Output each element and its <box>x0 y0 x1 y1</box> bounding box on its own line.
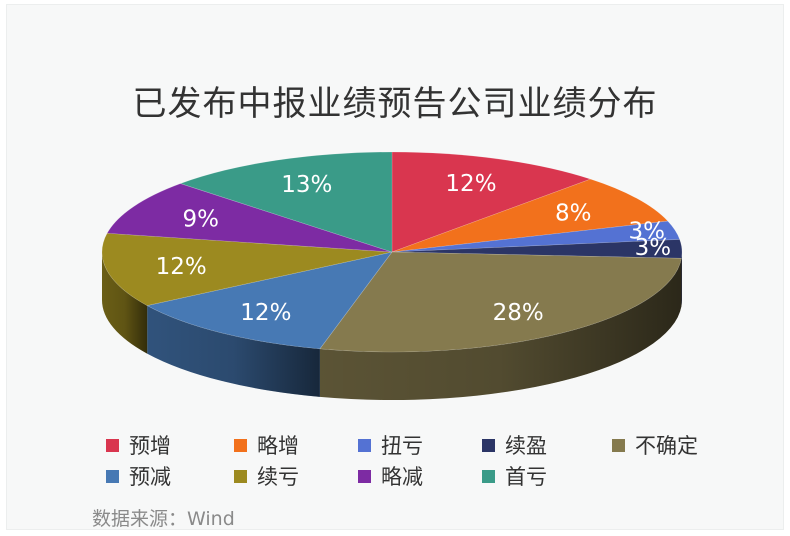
data-label-扭亏: 3% <box>628 218 665 244</box>
legend-swatch <box>358 469 371 483</box>
legend-label: 略增 <box>257 434 299 458</box>
data-label-略增: 8% <box>555 200 592 226</box>
legend-item-预增: 预增 <box>106 430 171 460</box>
pie-side-shading <box>319 258 682 400</box>
legend-swatch <box>482 438 495 452</box>
data-label-首亏: 13% <box>281 172 332 198</box>
data-label-不确定: 28% <box>493 300 544 326</box>
pie-slice-首亏 <box>179 151 393 253</box>
legend-label: 预增 <box>129 434 171 458</box>
data-label-预增: 12% <box>445 171 496 197</box>
legend-swatch <box>612 438 625 452</box>
legend-item-首亏: 首亏 <box>482 461 547 491</box>
legend-swatch <box>234 438 247 452</box>
legend-label: 续盈 <box>505 434 547 458</box>
pie-side-shading <box>681 252 682 307</box>
legend-item-预减: 预减 <box>106 461 171 491</box>
pie-side-shading <box>147 305 320 397</box>
pie-slices <box>101 151 683 353</box>
source-note: 数据来源：Wind <box>92 508 235 530</box>
legend-label: 不确定 <box>635 434 698 458</box>
chart-title: 已发布中报业绩预告公司业绩分布 <box>132 84 658 124</box>
data-label-续亏: 12% <box>156 254 207 280</box>
legend-item-略减: 略减 <box>358 461 423 491</box>
legend-swatch <box>106 438 119 452</box>
legend-item-续亏: 续亏 <box>234 461 299 491</box>
pie-slice-不确定 <box>319 251 682 353</box>
pie-side-shading <box>102 252 148 354</box>
legend-label: 首亏 <box>505 465 547 489</box>
legend-item-续盈: 续盈 <box>482 430 547 460</box>
legend-swatch <box>482 469 495 483</box>
legend-item-略增: 略增 <box>234 430 299 460</box>
pie-slice-预增 <box>391 151 592 253</box>
pie-slice-续亏 <box>101 232 393 306</box>
legend-label: 续亏 <box>257 465 299 489</box>
data-label-续盈: 3% <box>635 235 672 261</box>
legend-swatch <box>106 469 119 483</box>
legend-label: 预减 <box>129 465 171 489</box>
legend-label: 略减 <box>381 465 423 489</box>
pie-slice-扭亏 <box>391 220 681 253</box>
pie-sides <box>102 252 682 400</box>
data-label-预减: 12% <box>240 300 291 326</box>
pie-slice-略增 <box>391 178 669 253</box>
legend-label: 扭亏 <box>381 434 423 458</box>
pie-slice-预减 <box>146 251 393 350</box>
legend-swatch <box>234 469 247 483</box>
legend-item-不确定: 不确定 <box>612 430 698 460</box>
pie-slice-续盈 <box>391 239 683 259</box>
pie-data-labels: 12% 8% 3%3% 28% 12% 12% 9% 13% <box>156 171 671 326</box>
data-label-略减: 9% <box>183 206 220 232</box>
legend-item-扭亏: 扭亏 <box>358 430 423 460</box>
pie-slice-略减 <box>106 183 393 253</box>
legend-swatch <box>358 438 371 452</box>
